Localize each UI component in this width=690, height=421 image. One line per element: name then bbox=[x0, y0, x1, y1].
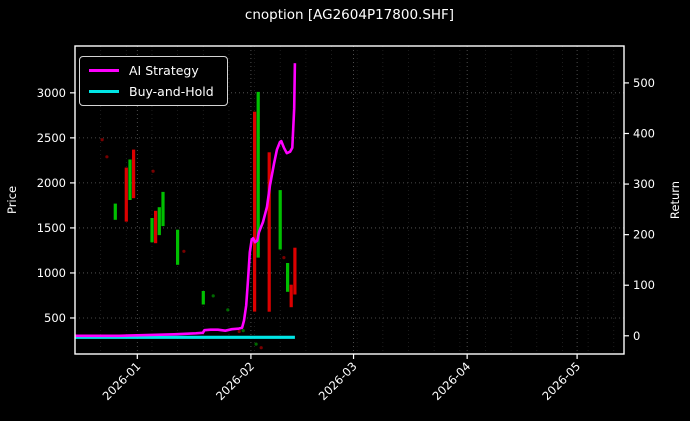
price-dot bbox=[237, 329, 241, 334]
candle-2026-02-13 bbox=[293, 247, 297, 295]
candle-2026-01-12 bbox=[176, 229, 180, 265]
candle-2025-12-26 bbox=[113, 203, 117, 220]
ai-strategy-line-swatch bbox=[89, 68, 119, 72]
price-dot bbox=[105, 155, 109, 159]
date-tick-label: 2026-02 bbox=[213, 359, 257, 403]
candle-2026-02-06 bbox=[267, 152, 271, 312]
price-tick-label: 2000 bbox=[37, 176, 66, 190]
series-ai-strategy bbox=[75, 63, 297, 338]
candle-2026-01-19 bbox=[201, 291, 205, 305]
candlesticks bbox=[113, 91, 297, 312]
return-tick-label: 500 bbox=[633, 76, 655, 90]
price-dot bbox=[259, 346, 263, 350]
candle-2026-02-12 bbox=[289, 284, 293, 308]
return-tick-label: 300 bbox=[633, 177, 655, 191]
candle-2026-01-08 bbox=[161, 191, 165, 227]
date-tick-label: 2026-01 bbox=[100, 359, 144, 403]
price-tick-label: 3000 bbox=[37, 86, 66, 100]
return-tick-label: 0 bbox=[633, 329, 640, 343]
buy-and-hold-line-swatch bbox=[89, 89, 119, 93]
price-dot bbox=[151, 169, 155, 173]
plot-border bbox=[74, 45, 625, 355]
candle-2025-12-31 bbox=[132, 149, 136, 199]
date-tick-label: 2026-05 bbox=[539, 359, 583, 403]
price-tick-label: 2500 bbox=[37, 131, 66, 145]
candle-2025-12-30 bbox=[128, 159, 132, 200]
candle-2026-01-05 bbox=[150, 218, 154, 243]
return-tick-label: 100 bbox=[633, 278, 655, 292]
candle-2026-01-06 bbox=[154, 210, 158, 244]
legend-item-buy-and-hold: Buy-and-Hold bbox=[89, 83, 214, 99]
legend-label: Buy-and-Hold bbox=[129, 83, 214, 99]
price-dot bbox=[211, 294, 215, 298]
candle-2025-12-29 bbox=[124, 167, 128, 222]
legend-item-ai-strategy: AI Strategy bbox=[89, 62, 214, 78]
left-axis-label: Price bbox=[5, 186, 19, 214]
price-dot bbox=[100, 138, 104, 142]
price-dot bbox=[282, 256, 286, 260]
price-dot bbox=[241, 329, 245, 333]
return-tick-label: 400 bbox=[633, 126, 655, 140]
price-tick-label: 500 bbox=[44, 311, 66, 325]
price-dots bbox=[100, 138, 286, 350]
gridlines bbox=[74, 46, 624, 354]
right-axis-label: Return bbox=[668, 181, 682, 219]
date-tick-label: 2026-04 bbox=[429, 359, 473, 403]
chart-title: cnoption [AG2604P17800.SHF] bbox=[244, 7, 455, 23]
price-tick-label: 1500 bbox=[37, 221, 66, 235]
price-dot bbox=[226, 308, 230, 312]
return-tick-label: 200 bbox=[633, 228, 655, 242]
candle-2026-02-02 bbox=[253, 111, 257, 312]
price-dot bbox=[182, 249, 186, 253]
candle-2026-02-09 bbox=[278, 190, 282, 250]
candle-2026-02-03 bbox=[256, 91, 260, 258]
ai-strategy-line bbox=[75, 63, 297, 338]
legend-label: AI Strategy bbox=[129, 62, 199, 78]
price-dot bbox=[254, 342, 258, 346]
price-tick-label: 1000 bbox=[37, 266, 66, 280]
candle-2026-02-11 bbox=[286, 263, 290, 292]
legend: AI Strategy Buy-and-Hold bbox=[79, 56, 228, 106]
candle-2026-01-07 bbox=[157, 207, 161, 236]
date-tick-label: 2026-03 bbox=[316, 359, 360, 403]
